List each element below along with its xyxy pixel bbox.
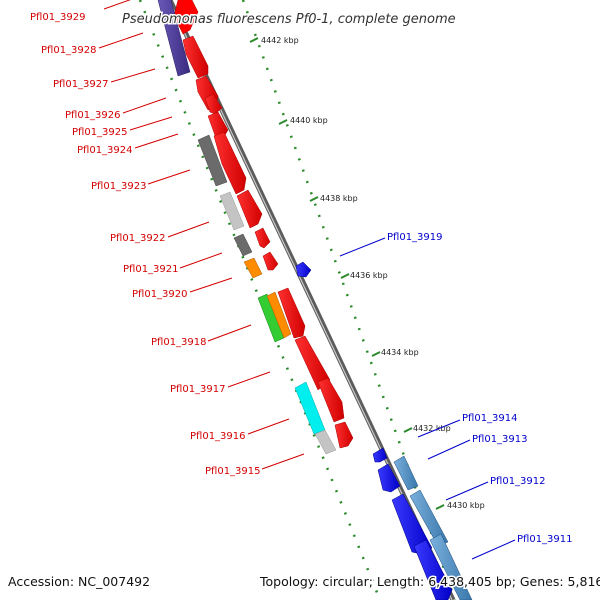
gene-label[interactable]: Pfl01_3928 — [41, 45, 97, 56]
gene-feature-blue — [295, 261, 312, 278]
gene-label[interactable]: Pfl01_3915 — [205, 466, 261, 477]
gene-label[interactable]: Pfl01_3916 — [190, 431, 246, 442]
gene-label[interactable]: Pfl01_3913 — [472, 434, 528, 445]
gene-feature-steel — [429, 533, 473, 600]
gene-feature-dark-gray — [197, 134, 228, 187]
gene-label[interactable]: Pfl01_3921 — [123, 264, 179, 275]
forward-leader-lines — [98, 0, 305, 470]
gene-feature-dark-gray — [233, 233, 253, 257]
gene-feature-blue — [413, 539, 453, 600]
genome-summary-text: Topology: circular; Length: 6,438,405 bp… — [259, 574, 600, 589]
gene-feature — [317, 377, 345, 423]
gene-feature-steel — [393, 455, 419, 491]
forward-strand-features — [173, 0, 354, 449]
gene-label[interactable]: Pfl01_3922 — [110, 233, 166, 244]
gene-label[interactable]: Pfl01_3926 — [65, 110, 121, 121]
gene-feature — [262, 251, 279, 271]
gene-label[interactable]: Pfl01_3918 — [151, 337, 207, 348]
tick-label-4432: 4432 kbp — [413, 424, 451, 433]
gene-label[interactable]: Pfl01_3929 — [30, 12, 86, 23]
tick-label-4436: 4436 kbp — [350, 271, 388, 280]
map-title: Pseudomonas fluorescens Pf0-1, complete … — [122, 12, 456, 27]
gene-feature-orange — [266, 291, 292, 339]
gene-feature-orange — [243, 257, 263, 279]
inner-features — [157, 0, 337, 455]
gene-feature-blue — [372, 447, 388, 463]
reverse-strand-features — [295, 261, 473, 600]
gene-feature — [254, 227, 271, 249]
reverse-leader-lines — [339, 237, 516, 560]
gene-feature — [294, 335, 331, 391]
gene-label[interactable]: Pfl01_3912 — [490, 476, 546, 487]
accession-text: Accession: NC_007492 — [8, 574, 150, 589]
gene-label[interactable]: Pfl01_3917 — [170, 384, 226, 395]
gene-label[interactable]: Pfl01_3927 — [53, 79, 109, 90]
gene-label[interactable]: Pfl01_3914 — [462, 413, 518, 424]
gene-feature-steel — [409, 489, 449, 547]
tick-label-4438: 4438 kbp — [320, 194, 358, 203]
gene-label[interactable]: Pfl01_3911 — [517, 534, 573, 545]
gene-label[interactable]: Pfl01_3925 — [72, 127, 128, 138]
gene-feature-light-gray — [314, 429, 337, 455]
gene-feature-light-gray — [219, 191, 245, 231]
gene-label[interactable]: Pfl01_3923 — [91, 181, 147, 192]
forward-gene-labels: Pfl01_3929 Pfl01_3928 Pfl01_3927 Pfl01_3… — [30, 12, 261, 477]
gene-feature — [182, 35, 209, 79]
tick-label-4430: 4430 kbp — [447, 501, 485, 510]
gene-feature — [236, 189, 263, 229]
scale-tick-labels: 4442 kbp 4440 kbp 4438 kbp 4436 kbp 4434… — [261, 36, 485, 510]
tick-label-4440: 4440 kbp — [290, 116, 328, 125]
gene-feature-blue — [377, 463, 401, 493]
gene-feature-navy — [157, 0, 191, 77]
gene-feature-cyan — [294, 381, 326, 435]
gene-feature — [277, 287, 306, 339]
gene-label[interactable]: Pfl01_3919 — [387, 232, 443, 243]
scale-ticks — [249, 37, 445, 510]
gene-label[interactable]: Pfl01_3920 — [132, 289, 188, 300]
tick-label-4434: 4434 kbp — [381, 348, 419, 357]
gene-feature — [334, 421, 354, 449]
reverse-gene-labels: Pfl01_3919 Pfl01_3914 Pfl01_3913 Pfl01_3… — [387, 232, 573, 545]
gene-label[interactable]: Pfl01_3924 — [77, 145, 133, 156]
gene-feature — [204, 93, 223, 115]
tick-label-4442: 4442 kbp — [261, 36, 299, 45]
gene-feature — [213, 131, 247, 195]
